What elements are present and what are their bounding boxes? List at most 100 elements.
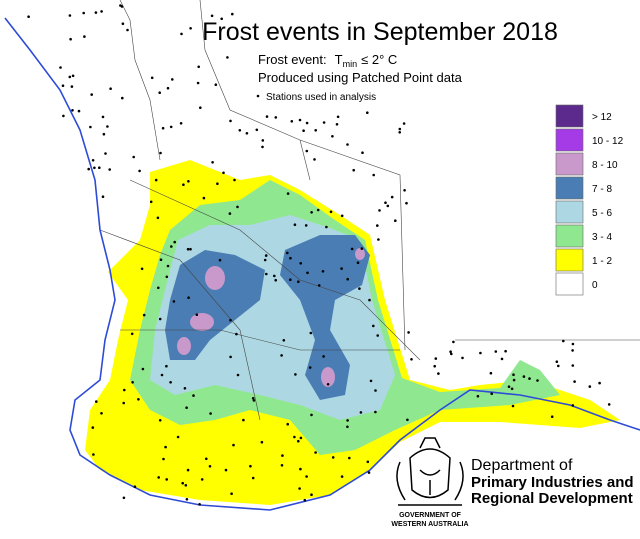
station	[356, 261, 360, 265]
station	[231, 12, 234, 16]
station	[161, 126, 165, 130]
station	[314, 129, 318, 132]
station	[298, 487, 301, 490]
station	[249, 464, 252, 468]
station	[196, 81, 200, 85]
station	[189, 27, 192, 30]
station	[195, 313, 199, 317]
station	[71, 74, 75, 78]
station	[235, 332, 238, 336]
station	[209, 412, 212, 415]
subtitle-symbol: T	[335, 52, 343, 67]
station	[280, 464, 284, 467]
station	[261, 139, 265, 142]
station	[82, 11, 85, 15]
subtitle-condition: ≤ 2° C	[361, 52, 397, 67]
station	[108, 168, 111, 171]
station	[100, 412, 103, 415]
station	[158, 419, 162, 422]
station	[571, 364, 575, 367]
station	[298, 118, 302, 122]
station	[340, 267, 343, 270]
station	[92, 453, 95, 456]
station	[489, 371, 493, 375]
subtitle-lead: Frost event:	[258, 52, 327, 67]
station	[202, 196, 206, 200]
station	[290, 120, 294, 123]
station	[571, 404, 575, 407]
station	[181, 481, 184, 485]
legend-label: 3 - 4	[592, 232, 612, 243]
station	[265, 115, 269, 118]
station	[216, 182, 219, 185]
station	[133, 485, 137, 489]
station	[94, 11, 98, 14]
station	[274, 116, 278, 119]
station	[512, 378, 516, 382]
station	[89, 125, 92, 129]
station	[131, 381, 134, 384]
station	[68, 75, 72, 79]
station	[154, 178, 158, 182]
station	[309, 331, 313, 335]
stations-note: Stations used in analysis	[266, 92, 376, 103]
zone-8-10	[177, 337, 191, 355]
station	[102, 132, 106, 136]
station	[109, 87, 112, 90]
station	[384, 201, 387, 204]
station	[70, 85, 74, 88]
station	[158, 91, 161, 94]
station	[314, 451, 317, 454]
station	[406, 418, 409, 422]
station	[461, 356, 464, 360]
station	[367, 471, 371, 474]
station	[157, 286, 160, 290]
station	[372, 173, 376, 177]
station	[310, 493, 313, 497]
station	[172, 300, 176, 303]
station	[340, 214, 344, 218]
station	[346, 419, 349, 422]
station	[316, 208, 320, 212]
station	[260, 440, 264, 444]
station	[208, 465, 212, 468]
station	[346, 143, 349, 146]
station	[449, 350, 452, 354]
station	[232, 443, 235, 447]
station	[236, 205, 239, 209]
station	[522, 375, 526, 378]
station	[166, 86, 170, 90]
station	[169, 125, 173, 129]
station	[306, 271, 309, 275]
station	[123, 388, 126, 392]
station	[369, 379, 373, 383]
station	[187, 296, 190, 300]
station	[366, 460, 370, 464]
station	[372, 324, 375, 328]
zone-8-10	[205, 266, 225, 290]
station	[122, 496, 126, 500]
station	[346, 425, 349, 429]
station	[359, 411, 363, 414]
station	[138, 169, 141, 173]
station	[294, 373, 297, 376]
legend-label: 5 - 6	[592, 208, 612, 219]
station	[120, 5, 124, 8]
station	[434, 357, 438, 360]
legend-swatch	[555, 200, 584, 224]
station	[322, 355, 325, 358]
station	[242, 418, 245, 422]
station	[352, 168, 356, 172]
station	[252, 399, 256, 402]
station	[187, 180, 190, 183]
legend-swatch	[555, 224, 584, 248]
station	[377, 238, 380, 241]
station	[305, 121, 309, 125]
station	[557, 364, 560, 368]
station	[390, 195, 394, 199]
station	[224, 468, 228, 472]
station	[490, 392, 494, 396]
station	[121, 22, 125, 26]
station	[348, 456, 351, 460]
